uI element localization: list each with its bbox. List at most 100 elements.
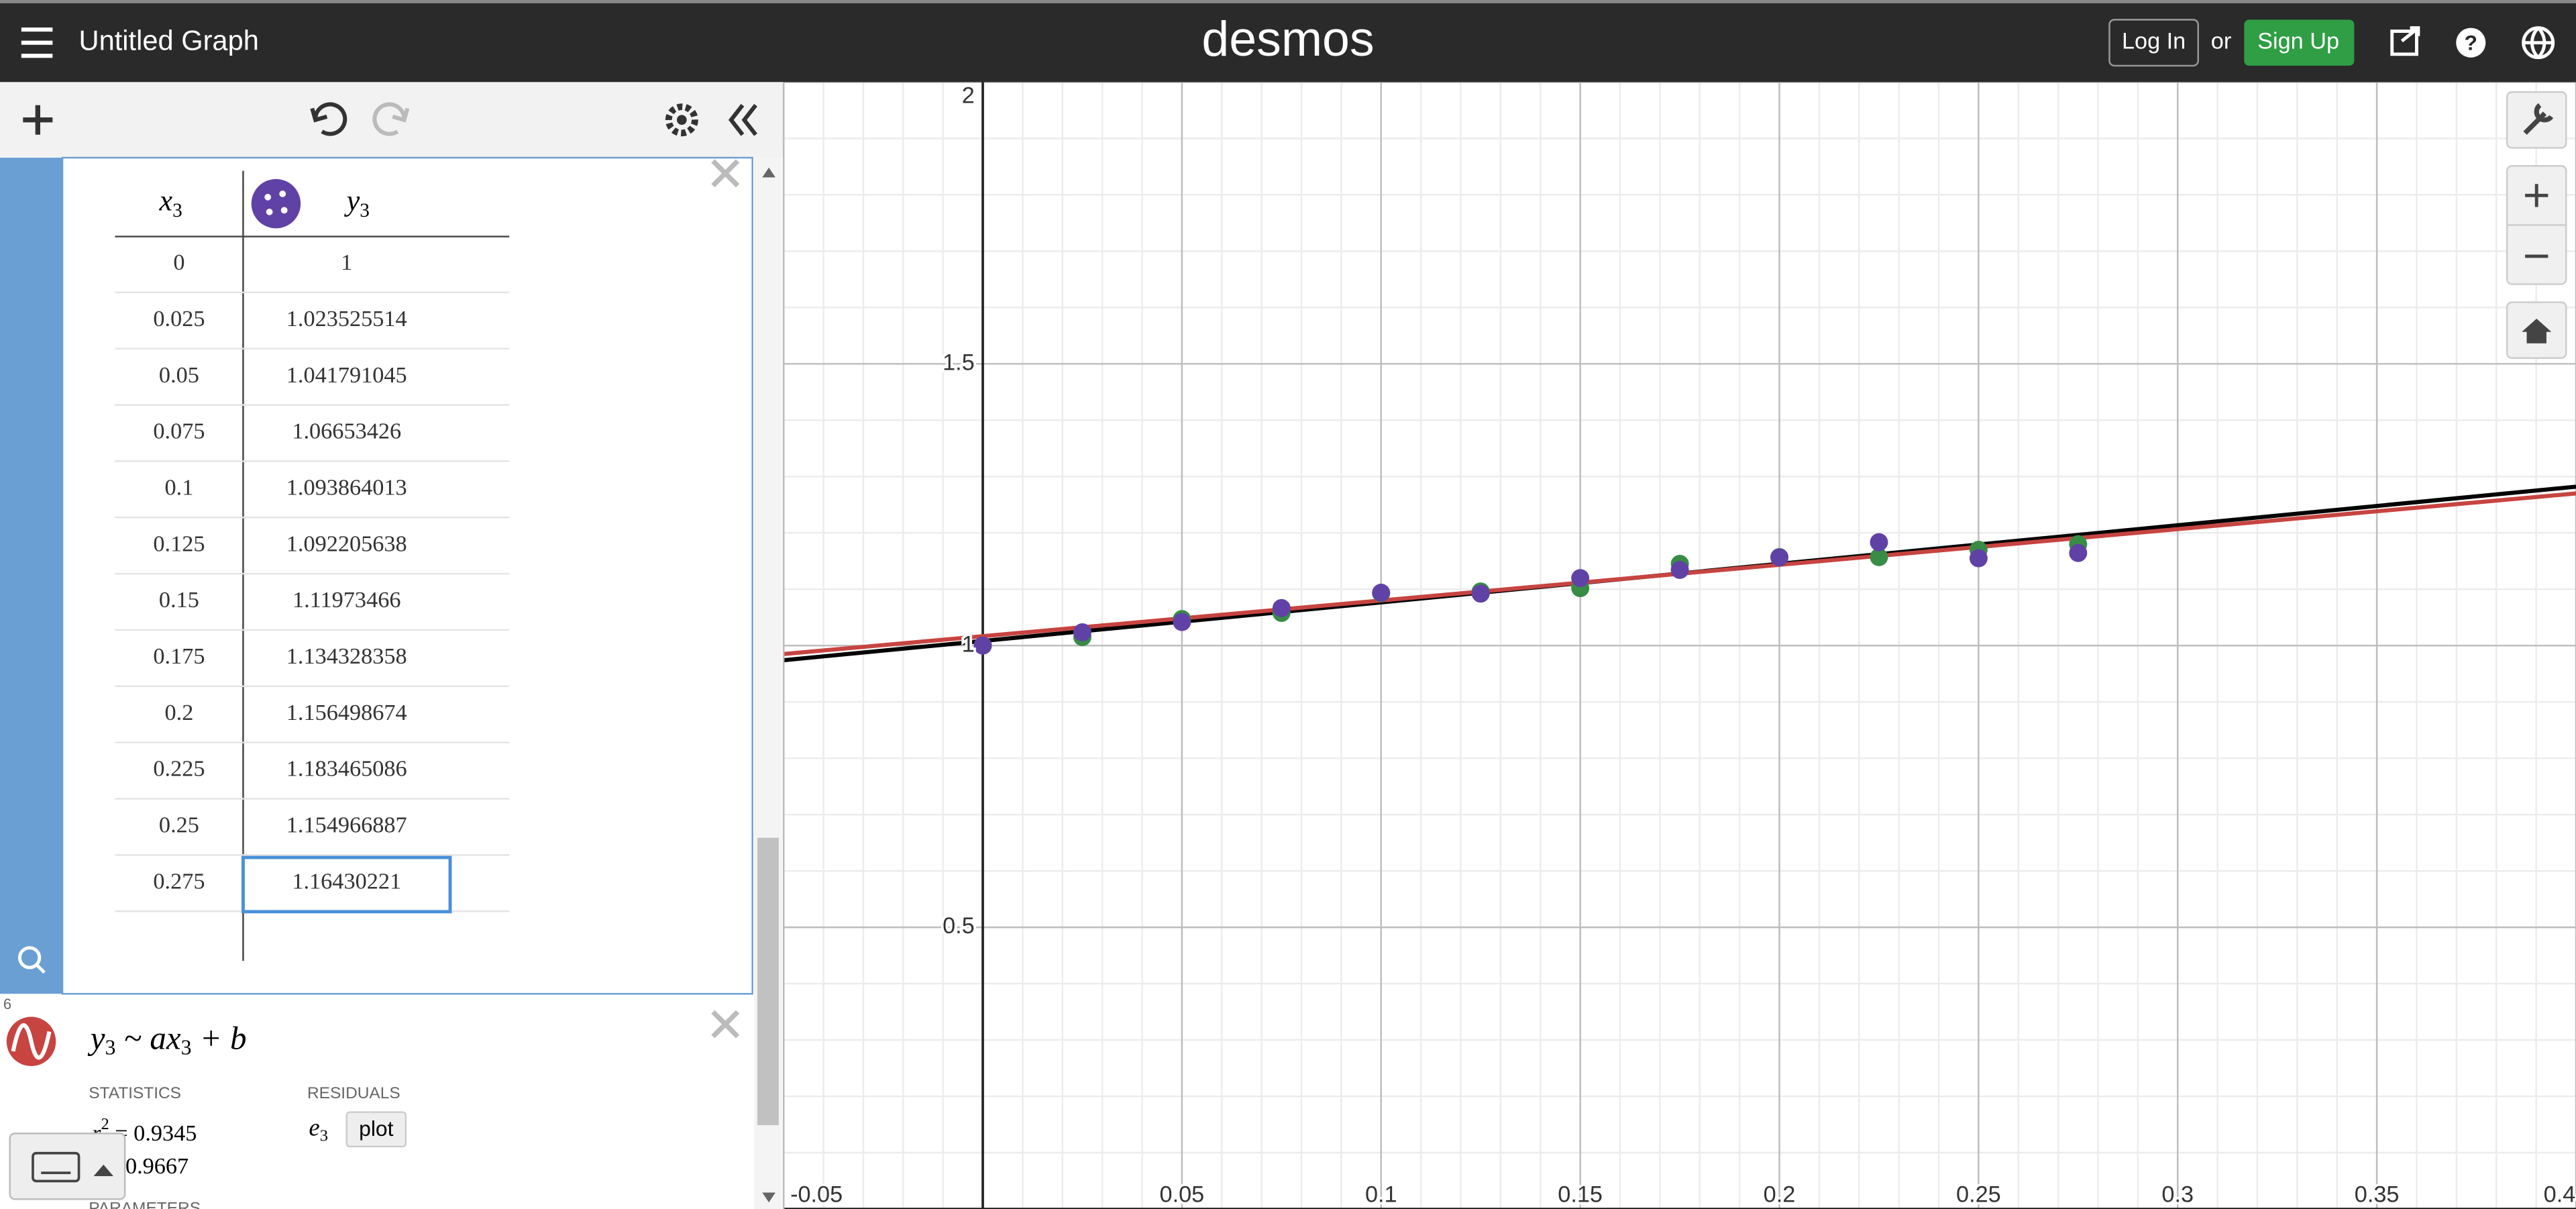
expression-part: + b <box>192 1020 247 1057</box>
login-button[interactable] <box>2108 19 2199 67</box>
redo-button[interactable] <box>372 102 410 136</box>
x-tick-label: -0.05 <box>790 1181 843 1207</box>
table-cell: 0.175 <box>153 643 205 669</box>
expression-tab <box>0 158 63 994</box>
wrench-icon <box>2523 103 2554 135</box>
table-cell: 1.183465086 <box>286 756 407 782</box>
table-cell: 0.2 <box>165 700 194 725</box>
subscript: 3 <box>105 1036 115 1059</box>
scrollbar-thumb[interactable] <box>757 837 779 1126</box>
table-cell: 0.075 <box>153 419 205 444</box>
menu-button[interactable] <box>21 28 53 58</box>
x-tick-label: 0.4 <box>2544 1181 2576 1207</box>
y-tick-label: 0.5 <box>943 913 975 939</box>
x-tick-label: 0.3 <box>2161 1181 2194 1207</box>
x-tick-label: 0.1 <box>1365 1181 1397 1207</box>
delete-table[interactable] <box>711 159 740 188</box>
table-cell: 1.156498674 <box>286 700 407 725</box>
residual-sub: 3 <box>320 1126 328 1145</box>
residual-name: e <box>309 1114 319 1141</box>
table-expression <box>61 156 753 995</box>
plot-button[interactable] <box>345 1111 407 1148</box>
data-point <box>1870 533 1888 551</box>
y-tick-label: 1 <box>962 631 975 657</box>
login-label[interactable]: Log In <box>2122 29 2186 54</box>
x-tick-label: 0.05 <box>1160 1181 1205 1207</box>
svg-text:?: ? <box>2465 31 2477 55</box>
expression-index: 6 <box>3 996 11 1012</box>
table-cell: 0.225 <box>153 756 205 782</box>
table-cell: 1.06653426 <box>292 419 401 444</box>
collapse-button[interactable] <box>728 103 757 136</box>
expression-panel <box>0 82 784 1209</box>
signup-label[interactable]: Sign Up <box>2257 29 2339 54</box>
residuals-label: RESIDUALS <box>307 1084 400 1102</box>
table-cell: 1.11973466 <box>292 587 401 613</box>
plot-label[interactable]: plot <box>359 1116 393 1141</box>
panel-toolbar <box>0 82 784 158</box>
data-point <box>973 636 992 655</box>
regression-glyph <box>11 1023 52 1060</box>
table-cell: 0.15 <box>159 587 199 613</box>
selected-cell[interactable] <box>241 855 452 914</box>
language-icon[interactable] <box>2522 26 2555 60</box>
table-cell: 1.023525514 <box>286 306 407 331</box>
data-point <box>1372 583 1391 602</box>
parameters-label: PARAMETERS <box>89 1199 201 1209</box>
logo[interactable]: desmos <box>1201 11 1374 66</box>
help-icon[interactable]: ? <box>2456 28 2486 58</box>
table-cell: 0.1 <box>165 474 194 500</box>
zoom-fit-icon[interactable] <box>17 946 46 974</box>
data-point <box>1073 623 1091 641</box>
share-icon[interactable] <box>2390 26 2420 56</box>
signup-button[interactable] <box>2244 19 2355 66</box>
grid <box>784 82 2576 1209</box>
axis-labels: -0.05 0.05 0.1 0.15 0.2 0.25 0.3 0.35 0.4 0.5 1 1.5… <box>788 81 2576 1209</box>
table-cell: 1.093864013 <box>286 474 407 500</box>
graph-title[interactable]: Untitled Graph <box>79 25 259 56</box>
table-cell: 0.25 <box>159 812 199 838</box>
expression-part: ~ ax <box>115 1020 180 1057</box>
top-border <box>0 0 2576 3</box>
regression-expression[interactable]: y3 ~ ax3 + b <box>87 1020 247 1059</box>
stat-exp: 2 <box>101 1115 109 1133</box>
header-sub: 3 <box>360 200 370 221</box>
data-point <box>1670 560 1689 579</box>
table-cell: 1.16430221 <box>292 868 401 894</box>
data-point <box>1770 548 1788 567</box>
y-tick-label: 1.5 <box>943 350 975 375</box>
column-header[interactable]: x3 <box>159 185 182 221</box>
data-point <box>1471 584 1490 603</box>
x-tick-label: 0.25 <box>1956 1181 2001 1207</box>
header-sub: 3 <box>172 200 182 221</box>
x-tick-label: 0.15 <box>1558 1181 1603 1207</box>
table-cell: 1.092205638 <box>286 531 407 556</box>
data-point <box>1969 549 1988 568</box>
table-cell: 1 <box>341 250 352 275</box>
keyboard-button[interactable] <box>9 1133 126 1200</box>
table: 0 1 0.025 1.023525514 0.05 1.041791045 0.075 1.… <box>115 250 510 912</box>
style-icon[interactable] <box>251 178 301 229</box>
x-tick-label: 0.35 <box>2355 1181 2400 1207</box>
plot <box>784 484 2576 663</box>
add-button[interactable] <box>23 105 53 135</box>
table-cell: 0.275 <box>153 868 205 894</box>
table-cell: 0.025 <box>153 306 205 331</box>
data-point <box>1173 613 1191 631</box>
table-cell: 1.134328358 <box>286 643 407 669</box>
zoom-in-button[interactable] <box>2525 184 2548 207</box>
keyboard-arrow <box>93 1164 113 1177</box>
residual-variable: e3 <box>309 1114 328 1145</box>
y-tick-label: 2 <box>962 83 975 109</box>
column-header[interactable]: y3 <box>344 185 370 221</box>
expression-part: y <box>87 1020 105 1057</box>
data-point <box>1272 598 1291 617</box>
delete-regression[interactable] <box>711 1010 740 1039</box>
table-cell: 1.041791045 <box>286 362 407 388</box>
undo-button[interactable] <box>310 102 347 136</box>
header-name: y <box>344 185 360 217</box>
settings-button[interactable] <box>665 103 698 137</box>
top-bar <box>0 0 2576 83</box>
